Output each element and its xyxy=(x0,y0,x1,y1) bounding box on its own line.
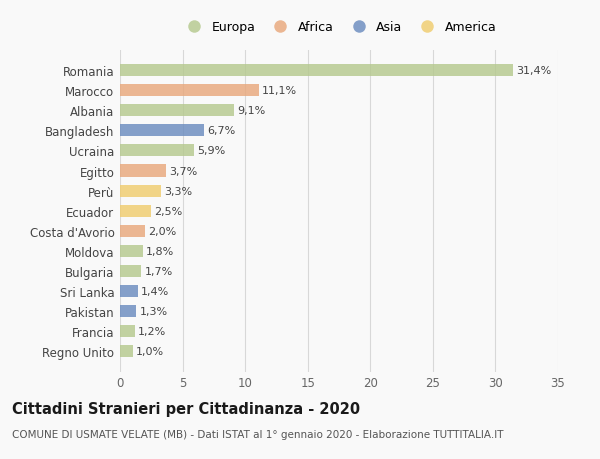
Bar xyxy=(120,345,133,357)
Text: 2,5%: 2,5% xyxy=(154,206,182,216)
Bar xyxy=(120,105,234,117)
Bar xyxy=(120,265,141,277)
Text: 5,9%: 5,9% xyxy=(197,146,225,156)
Bar xyxy=(120,85,259,97)
Bar xyxy=(120,65,513,77)
Bar xyxy=(120,305,136,317)
Bar xyxy=(120,205,151,217)
Text: 9,1%: 9,1% xyxy=(237,106,265,116)
Text: 1,0%: 1,0% xyxy=(136,346,164,356)
Text: 6,7%: 6,7% xyxy=(207,126,235,136)
Text: 2,0%: 2,0% xyxy=(148,226,176,236)
Bar xyxy=(120,145,194,157)
Text: 1,3%: 1,3% xyxy=(139,306,167,316)
Bar xyxy=(120,325,135,337)
Bar xyxy=(120,165,166,177)
Text: 31,4%: 31,4% xyxy=(516,66,551,76)
Text: 1,7%: 1,7% xyxy=(145,266,173,276)
Text: Cittadini Stranieri per Cittadinanza - 2020: Cittadini Stranieri per Cittadinanza - 2… xyxy=(12,402,360,417)
Bar xyxy=(120,245,143,257)
Text: 1,4%: 1,4% xyxy=(140,286,169,296)
Legend: Europa, Africa, Asia, America: Europa, Africa, Asia, America xyxy=(181,22,497,34)
Text: COMUNE DI USMATE VELATE (MB) - Dati ISTAT al 1° gennaio 2020 - Elaborazione TUTT: COMUNE DI USMATE VELATE (MB) - Dati ISTA… xyxy=(12,429,503,439)
Text: 1,2%: 1,2% xyxy=(138,326,166,336)
Text: 3,7%: 3,7% xyxy=(169,166,197,176)
Text: 3,3%: 3,3% xyxy=(164,186,193,196)
Bar xyxy=(120,225,145,237)
Bar xyxy=(120,125,204,137)
Text: 1,8%: 1,8% xyxy=(146,246,174,256)
Bar xyxy=(120,285,137,297)
Text: 11,1%: 11,1% xyxy=(262,86,297,96)
Bar xyxy=(120,185,161,197)
